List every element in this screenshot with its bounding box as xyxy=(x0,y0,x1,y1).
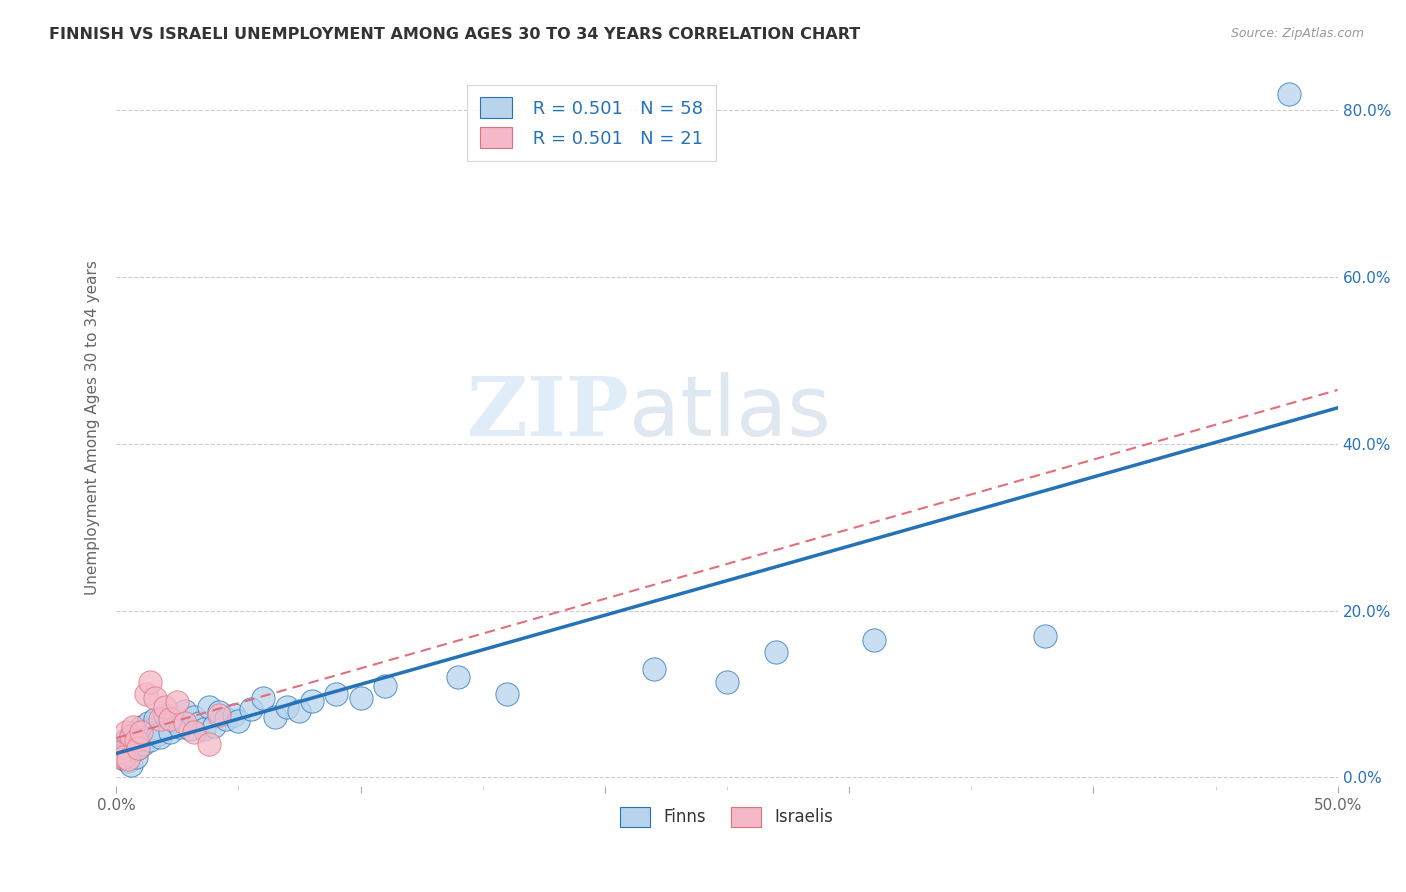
Y-axis label: Unemployment Among Ages 30 to 34 years: Unemployment Among Ages 30 to 34 years xyxy=(86,260,100,595)
Point xyxy=(122,720,145,734)
Point xyxy=(117,752,139,766)
Point xyxy=(1278,87,1301,101)
Point xyxy=(374,679,396,693)
Point xyxy=(716,674,738,689)
Point xyxy=(107,746,129,760)
Point xyxy=(120,729,142,743)
Point xyxy=(288,704,311,718)
Point xyxy=(112,749,135,764)
Point xyxy=(159,712,181,726)
Point xyxy=(117,739,139,753)
Point xyxy=(115,724,138,739)
Point xyxy=(146,727,169,741)
Point xyxy=(129,731,152,745)
Point xyxy=(135,724,157,739)
Point xyxy=(173,716,195,731)
Point xyxy=(222,707,245,722)
Point xyxy=(183,710,205,724)
Point xyxy=(166,695,188,709)
Point xyxy=(110,741,132,756)
Text: atlas: atlas xyxy=(630,372,831,453)
Point xyxy=(129,724,152,739)
Point xyxy=(188,716,211,731)
Point xyxy=(765,645,787,659)
Point xyxy=(127,741,149,756)
Text: FINNISH VS ISRAELI UNEMPLOYMENT AMONG AGES 30 TO 34 YEARS CORRELATION CHART: FINNISH VS ISRAELI UNEMPLOYMENT AMONG AG… xyxy=(49,27,860,42)
Point xyxy=(122,729,145,743)
Point xyxy=(349,691,371,706)
Point xyxy=(276,699,298,714)
Point xyxy=(125,724,148,739)
Point xyxy=(198,737,221,751)
Point xyxy=(169,720,191,734)
Point xyxy=(173,704,195,718)
Point xyxy=(163,714,186,728)
Point xyxy=(142,722,165,736)
Point xyxy=(1033,629,1056,643)
Point xyxy=(110,746,132,760)
Point xyxy=(193,722,215,736)
Point xyxy=(110,749,132,764)
Text: Source: ZipAtlas.com: Source: ZipAtlas.com xyxy=(1230,27,1364,40)
Point xyxy=(208,707,231,722)
Point xyxy=(115,747,138,761)
Point xyxy=(125,733,148,747)
Point xyxy=(149,731,172,745)
Point xyxy=(122,744,145,758)
Point xyxy=(112,752,135,766)
Point xyxy=(252,691,274,706)
Point xyxy=(228,714,250,728)
Point xyxy=(112,737,135,751)
Point xyxy=(325,687,347,701)
Point xyxy=(153,707,176,722)
Point xyxy=(447,670,470,684)
Point xyxy=(132,737,155,751)
Point xyxy=(264,710,287,724)
Point xyxy=(183,724,205,739)
Point xyxy=(107,749,129,764)
Point xyxy=(153,699,176,714)
Point xyxy=(301,694,323,708)
Point xyxy=(202,719,225,733)
Point xyxy=(143,691,166,706)
Point xyxy=(143,712,166,726)
Point xyxy=(127,741,149,756)
Point xyxy=(139,733,162,747)
Point xyxy=(496,687,519,701)
Point xyxy=(136,716,159,731)
Point xyxy=(125,749,148,764)
Point xyxy=(117,754,139,768)
Point xyxy=(208,706,231,720)
Point xyxy=(149,712,172,726)
Legend: Finns, Israelis: Finns, Israelis xyxy=(612,799,842,835)
Point xyxy=(120,758,142,772)
Point xyxy=(215,712,238,726)
Point xyxy=(139,674,162,689)
Point xyxy=(179,722,201,736)
Point xyxy=(129,720,152,734)
Point xyxy=(239,702,262,716)
Point xyxy=(120,735,142,749)
Text: ZIP: ZIP xyxy=(467,373,630,453)
Point xyxy=(135,687,157,701)
Point xyxy=(862,632,884,647)
Point xyxy=(115,733,138,747)
Point xyxy=(198,699,221,714)
Point xyxy=(643,662,665,676)
Point xyxy=(159,724,181,739)
